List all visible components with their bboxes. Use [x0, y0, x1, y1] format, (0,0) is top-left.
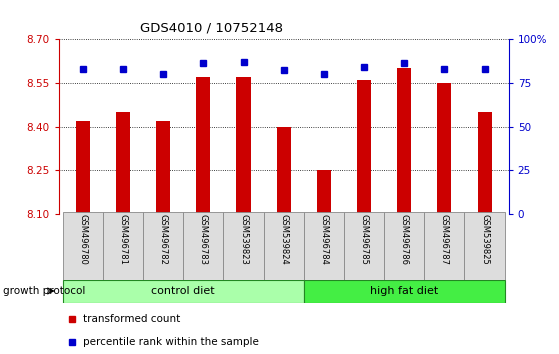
- Bar: [344, 212, 384, 280]
- Text: GSM496787: GSM496787: [440, 215, 449, 266]
- Bar: [465, 212, 505, 280]
- Bar: [304, 212, 344, 280]
- Bar: [397, 68, 411, 214]
- Bar: [63, 212, 103, 280]
- Bar: [224, 212, 264, 280]
- Text: GSM496784: GSM496784: [319, 215, 328, 265]
- Text: growth protocol: growth protocol: [3, 286, 85, 296]
- Bar: [116, 112, 130, 214]
- Bar: [236, 77, 250, 214]
- Bar: [183, 212, 224, 280]
- Bar: [103, 212, 143, 280]
- Bar: [264, 212, 304, 280]
- Text: GSM496783: GSM496783: [199, 215, 208, 266]
- Bar: [424, 212, 465, 280]
- Text: GSM539823: GSM539823: [239, 215, 248, 265]
- Text: GSM496781: GSM496781: [119, 215, 127, 265]
- Text: GSM496782: GSM496782: [159, 215, 168, 265]
- Bar: [76, 121, 90, 214]
- Bar: [277, 126, 291, 214]
- Bar: [196, 77, 210, 214]
- Text: GDS4010 / 10752148: GDS4010 / 10752148: [140, 22, 283, 35]
- Bar: [357, 80, 371, 214]
- Bar: [384, 212, 424, 280]
- Text: GSM496780: GSM496780: [78, 215, 87, 265]
- Bar: [143, 212, 183, 280]
- Bar: [304, 280, 505, 303]
- Text: control diet: control diet: [151, 286, 215, 296]
- Text: percentile rank within the sample: percentile rank within the sample: [83, 337, 259, 347]
- Text: high fat diet: high fat diet: [370, 286, 438, 296]
- Bar: [477, 112, 491, 214]
- Text: GSM496785: GSM496785: [359, 215, 368, 265]
- Text: GSM539825: GSM539825: [480, 215, 489, 265]
- Bar: [317, 170, 331, 214]
- Bar: [156, 121, 170, 214]
- Bar: [63, 280, 304, 303]
- Bar: [437, 83, 452, 214]
- Text: transformed count: transformed count: [83, 314, 181, 324]
- Text: GSM496786: GSM496786: [400, 215, 409, 266]
- Text: GSM539824: GSM539824: [279, 215, 288, 265]
